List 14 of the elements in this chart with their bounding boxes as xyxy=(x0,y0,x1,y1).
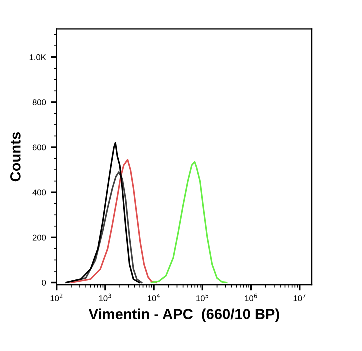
y-tick-label: 800 xyxy=(32,100,46,106)
y-tick-label: 0 xyxy=(42,280,46,286)
x-tick-label: 10$^{5}$ xyxy=(196,294,209,302)
x-tick-label: 10$^{3}$ xyxy=(99,294,112,302)
y-tick-label: 600 xyxy=(32,144,46,151)
y-axis-title: Counts xyxy=(10,132,21,182)
y-tick-label: 400 xyxy=(32,190,46,196)
x-tick-label: 10$^{2}$ xyxy=(50,294,63,302)
x-tick-label: 10$^{4}$ xyxy=(148,294,160,302)
x-tick-label: 10$^{6}$ xyxy=(245,294,258,302)
y-tick-label: 1.0K xyxy=(30,54,46,60)
x-tick-label: 10$^{7}$ xyxy=(294,294,306,302)
y-tick-label: 200 xyxy=(32,234,46,241)
x-axis-title: Vimentin - APC (660/10 BP) xyxy=(88,308,280,322)
